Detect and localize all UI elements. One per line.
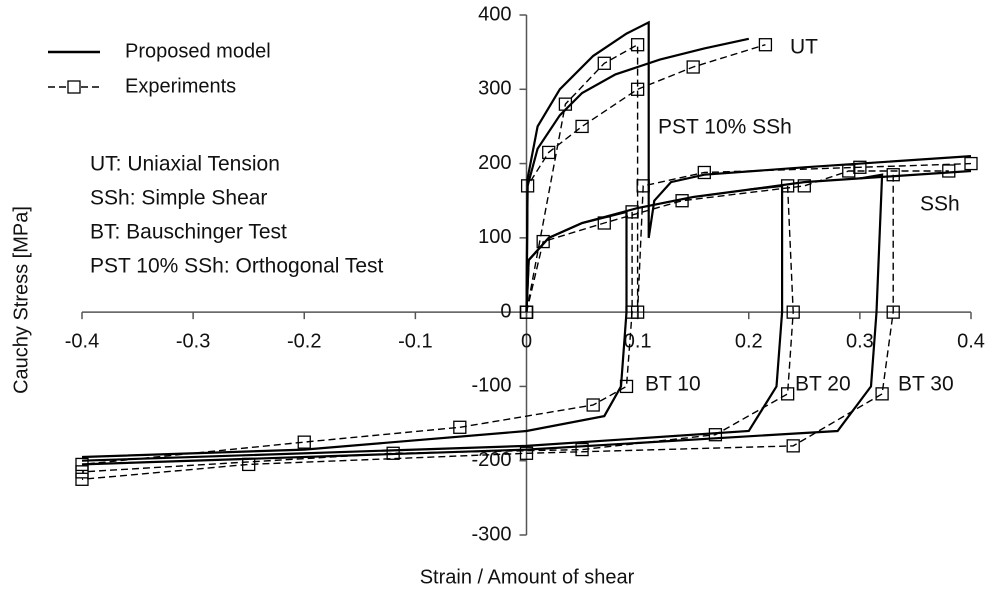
x-tick-label: -0.1	[398, 330, 432, 352]
experiment-curve	[81, 211, 633, 466]
marker	[619, 379, 634, 394]
marker	[75, 465, 89, 479]
experiment-curve	[525, 170, 949, 313]
marker	[575, 119, 589, 134]
note: SSh: Simple Shear	[90, 187, 267, 210]
x-tick-label: -0.3	[176, 330, 210, 352]
marker	[519, 305, 534, 319]
marker	[536, 234, 550, 249]
marker	[597, 216, 611, 230]
marker	[964, 156, 978, 171]
model-curve	[525, 37, 750, 313]
marker	[758, 38, 773, 52]
experiment-curve	[81, 174, 894, 480]
x-tick-label: -0.4	[65, 330, 99, 352]
marker	[697, 165, 711, 180]
marker	[875, 387, 889, 401]
y-axis-label: Cauchy Stress [MPa]	[10, 206, 32, 394]
marker	[519, 446, 534, 460]
marker	[675, 194, 689, 208]
note: BT: Bauschinger Test	[90, 221, 287, 244]
legend-label: Experiments	[125, 75, 236, 97]
marker	[842, 164, 856, 178]
y-tick-label: 400	[478, 3, 511, 25]
curve-label: BT 20	[795, 373, 851, 396]
marker	[453, 420, 467, 434]
y-tick-label: 0	[500, 300, 511, 322]
marker	[597, 56, 611, 70]
y-tick-label: 300	[478, 78, 511, 100]
experiment-curve	[525, 44, 766, 313]
marker	[853, 160, 867, 174]
marker	[75, 457, 89, 472]
legend-label: Proposed model	[125, 40, 271, 62]
marker	[942, 164, 956, 178]
marker	[75, 472, 89, 486]
marker	[242, 457, 256, 472]
curve-label: SSh	[920, 193, 960, 216]
marker	[708, 428, 723, 442]
model-curve	[81, 210, 628, 459]
experiment-curve	[525, 43, 972, 313]
marker	[636, 179, 650, 193]
curve-label: BT 10	[645, 373, 701, 396]
note: UT: Uniaxial Tension	[90, 153, 280, 176]
curve-label: BT 30	[898, 373, 954, 396]
marker	[797, 179, 811, 193]
x-tick-label: 0	[521, 330, 532, 352]
x-tick-label: 0.2	[735, 330, 763, 352]
marker	[575, 442, 589, 457]
marker	[886, 305, 900, 319]
y-tick-label: -300	[471, 523, 511, 545]
marker	[886, 168, 900, 182]
x-tick-label: 0.1	[624, 330, 652, 352]
curve-label: PST 10% SSh	[658, 116, 792, 139]
x-tick-label: -0.2	[287, 330, 321, 352]
y-tick-label: -200	[471, 449, 511, 471]
marker	[780, 387, 795, 401]
marker	[586, 398, 600, 412]
model-curve	[525, 169, 972, 313]
marker	[780, 179, 795, 193]
marker	[625, 305, 639, 319]
y-tick-label: -100	[471, 375, 511, 397]
marker	[558, 97, 573, 111]
marker	[520, 179, 535, 193]
model-curve	[81, 173, 884, 466]
note: PST 10% SSh: Orthogonal Test	[90, 255, 384, 278]
y-tick-label: 100	[478, 226, 511, 248]
x-axis-label: Strain / Amount of shear	[420, 566, 635, 588]
x-tick-label: 0.4	[957, 330, 985, 352]
marker	[630, 38, 645, 52]
marker	[786, 439, 800, 453]
marker	[786, 305, 800, 319]
marker	[625, 205, 639, 219]
marker	[542, 145, 556, 160]
y-tick-label: 200	[478, 152, 511, 174]
x-tick-label: 0.3	[846, 330, 874, 352]
marker	[386, 446, 400, 460]
marker	[297, 435, 311, 449]
marker	[686, 60, 700, 74]
model-curve	[525, 20, 972, 313]
legend-marker	[67, 80, 81, 94]
curve-label: UT	[790, 36, 818, 59]
experiment-curve	[81, 185, 794, 473]
